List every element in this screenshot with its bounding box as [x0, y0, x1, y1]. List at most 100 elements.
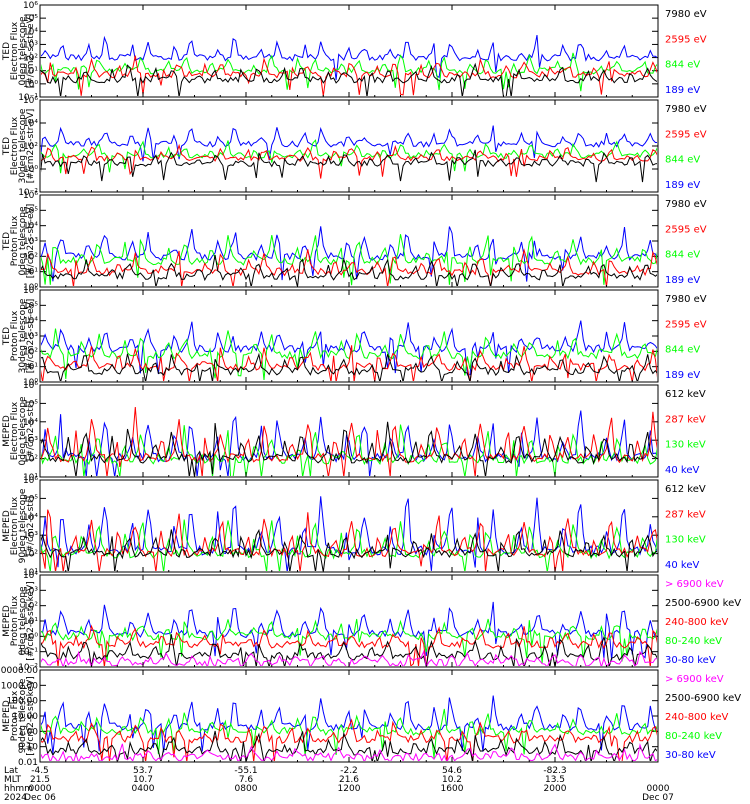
y-tick-label: 10⁶	[23, 191, 38, 201]
y-tick-label: 10¹	[23, 617, 38, 627]
legend-entry: 80-240 keV	[665, 636, 722, 647]
y-tick-label: 10²	[23, 347, 38, 357]
series-line	[41, 695, 657, 754]
y-tick-label: 0.10	[18, 743, 38, 753]
x-tick-label: 0800	[235, 784, 258, 794]
series-line	[41, 618, 657, 663]
legend-entry: 2595 eV	[665, 224, 707, 235]
y-tick-label: 10⁴	[23, 571, 38, 581]
y-tick-label: 0.01	[18, 758, 38, 768]
y-axis-label-line: TED	[2, 327, 12, 346]
y-tick-label: 10⁴	[23, 27, 38, 37]
y-tick-label: 10³	[23, 586, 38, 596]
legend-entry: > 6900 keV	[665, 674, 724, 685]
y-tick-label: 10²	[23, 550, 38, 560]
x-tick-label: 0400	[132, 784, 155, 794]
x-tick-label: Dec 07	[642, 793, 674, 800]
y-tick-label: 10⁵	[23, 206, 38, 216]
series-line	[41, 143, 657, 179]
y-axis-label-line: TED	[2, 42, 12, 61]
y-tick-label: 10²	[23, 252, 38, 262]
y-tick-label: 10¹	[23, 568, 38, 578]
y-tick-label: 10.00	[12, 712, 38, 722]
y-tick-label: 10⁵	[23, 494, 38, 504]
legend-entry: 844 eV	[665, 60, 700, 71]
x-tick-label: 13.5	[545, 775, 565, 785]
legend-entry: 2595 eV	[665, 129, 707, 140]
y-tick-label: 10²	[23, 455, 38, 465]
y-axis-label-line: [#/cm2-s-str-eV]	[26, 299, 36, 374]
panel-data	[41, 496, 657, 571]
y-axis-label-line: 0deg telescope	[18, 396, 28, 466]
y-axis-label-line: 90deg telescope	[18, 678, 28, 753]
y-tick-label: 10⁵	[23, 399, 38, 409]
x-row-label: Lat	[4, 766, 19, 776]
y-axis-label-line: [#/cm2-s-str-eV]	[26, 204, 36, 279]
series-line	[41, 35, 657, 81]
y-tick-label: 1000.00	[1, 681, 38, 691]
y-axis-label-line: Proton Flux	[10, 215, 20, 266]
x-tick-label: 10.2	[442, 775, 462, 785]
series-line	[41, 248, 657, 286]
series-line	[41, 634, 657, 666]
series-line	[41, 624, 657, 666]
legend-entry: 240-800 keV	[665, 712, 729, 723]
y-axis-label-line: 30deg telescope	[18, 108, 28, 183]
series-line	[41, 139, 657, 174]
y-tick-label: 10³	[23, 237, 38, 247]
y-tick-label: 10⁰	[23, 378, 38, 388]
series-line	[41, 62, 657, 96]
y-tick-label: 10¹	[23, 363, 38, 373]
y-tick-label: 10³	[23, 40, 38, 50]
x-tick-label: 0000	[29, 784, 52, 794]
y-tick-label: 10⁰	[23, 632, 38, 642]
y-tick-label: 10⁴	[23, 513, 38, 523]
legend-entry: 287 keV	[665, 509, 706, 520]
y-axis-label-line: MEPED	[2, 415, 12, 447]
y-axis-label-line: MEPED	[2, 510, 12, 542]
x-tick-label: -4.5	[31, 766, 49, 776]
legend-entry: 2500-6900 keV	[665, 693, 741, 704]
y-axis-label-line: 90deg telescope	[18, 488, 28, 563]
legend-entry: 189 eV	[665, 85, 700, 96]
legend-entry: 844 eV	[665, 155, 700, 166]
y-tick-label: 10⁰	[23, 80, 38, 90]
y-tick-label: 10⁴	[23, 222, 38, 232]
legend-entry: > 6900 keV	[665, 579, 724, 590]
legend-entry: 7980 eV	[665, 9, 707, 20]
legend-entry: 189 eV	[665, 180, 700, 191]
y-axis-label-line: [#/cm2-s-str-keV]	[26, 581, 36, 660]
y-tick-label: 10²	[23, 142, 38, 152]
y-axis-label-line: MEPED	[2, 700, 12, 732]
x-tick-label: 0000	[647, 784, 670, 794]
series-line	[41, 718, 657, 761]
series-line	[41, 528, 657, 571]
y-tick-label: 10⁵	[23, 14, 38, 24]
y-tick-label: 1.00	[18, 727, 38, 737]
y-axis-label-line: [#/cm2-s-str]	[26, 401, 36, 461]
x-tick-label: 1600	[441, 784, 464, 794]
x-tick-label: 2000	[544, 784, 567, 794]
y-axis-label-line: TED	[2, 232, 12, 251]
y-tick-label: 10⁶	[23, 381, 38, 391]
series-line	[41, 234, 657, 286]
y-tick-label: 10¹	[23, 268, 38, 278]
series-line	[41, 421, 657, 476]
y-tick-label: 10⁴	[23, 119, 38, 129]
x-row-label: MLT	[4, 775, 22, 785]
y-tick-label: 10¹	[23, 473, 38, 483]
y-tick-label: 10⁶	[23, 476, 38, 486]
series-line	[41, 424, 657, 476]
series-line	[41, 125, 657, 162]
y-tick-label: 10¹	[23, 67, 38, 77]
legend-entry: 844 eV	[665, 250, 700, 261]
y-tick-label: 10000.00	[0, 666, 38, 676]
y-axis-label-line: Proton Flux	[10, 690, 20, 741]
x-row-label: 2024	[4, 793, 27, 800]
y-tick-label: 10⁰	[23, 165, 38, 175]
series-line	[41, 509, 657, 571]
y-tick-label: 10⁰	[23, 283, 38, 293]
legend-entry: 80-240 keV	[665, 731, 722, 742]
